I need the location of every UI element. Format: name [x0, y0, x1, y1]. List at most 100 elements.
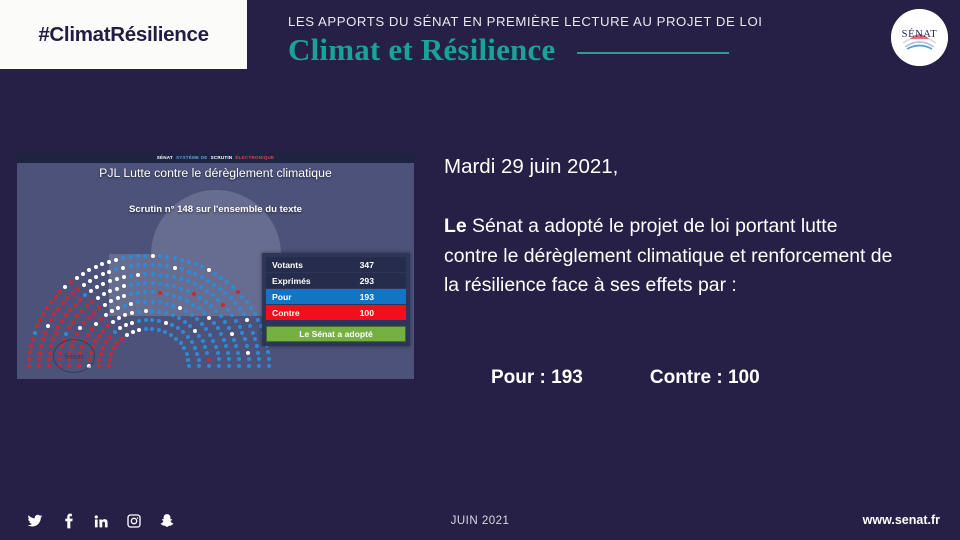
hemicycle-seat — [111, 346, 116, 351]
hemicycle-seat — [164, 301, 169, 306]
hemicycle-seat — [115, 341, 120, 346]
hemicycle-seat — [181, 330, 186, 335]
hemicycle-seat — [150, 318, 155, 323]
hemicycle-seat — [157, 300, 162, 305]
hemicycle-seat — [185, 334, 190, 339]
hemicycle-seat — [94, 275, 99, 280]
hemicycle-seat — [192, 345, 197, 350]
hemicycle-seat — [136, 300, 141, 305]
hemicycle-seat — [37, 350, 42, 355]
hemicycle-seat — [136, 272, 141, 277]
hemicycle-seat — [80, 271, 85, 276]
social-links[interactable] — [26, 512, 176, 530]
hemicycle-seat — [171, 303, 176, 308]
hemicycle-seat — [116, 306, 121, 311]
hemicycle-seat — [226, 307, 231, 312]
instagram-icon[interactable] — [125, 512, 143, 530]
hemicycle-seat — [87, 278, 92, 283]
header-titles: LES APPORTS DU SÉNAT EN PREMIÈRE LECTURE… — [288, 14, 888, 68]
hemicycle-seat — [223, 291, 228, 296]
hemicycle-seat — [244, 343, 249, 348]
hemicycle-seat — [49, 300, 54, 305]
hemicycle-seat — [107, 279, 112, 284]
hemicycle-seat — [186, 357, 191, 362]
hemicycle-seat — [59, 318, 64, 323]
hemicycle-seat — [165, 273, 170, 278]
hemicycle-seat — [128, 264, 133, 269]
hemicycle-seat — [109, 299, 114, 304]
hemicycle-seat — [60, 301, 65, 306]
hemicycle-seat — [97, 357, 102, 362]
hemicycle-seat — [257, 364, 261, 368]
hemicycle-seat — [129, 311, 134, 316]
hemicycle-seat — [233, 301, 238, 306]
hemicycle-seat — [102, 292, 106, 297]
hemicycle-seat — [237, 364, 241, 368]
hemicycle-seat — [75, 314, 80, 319]
hemicycle-seat — [77, 297, 82, 302]
hemicycle-seat — [143, 253, 148, 258]
hemicycle-seat — [137, 328, 142, 333]
hemicycle-seat — [267, 364, 271, 368]
hemicycle-seat — [27, 350, 32, 355]
snapchat-icon[interactable] — [158, 512, 176, 530]
hemicycle-seat — [206, 278, 211, 283]
hemicycle-seat — [157, 318, 162, 323]
hemicycle-seat — [30, 337, 35, 342]
hemicycle-seat — [227, 364, 231, 368]
page-title: Climat et Résilience — [288, 32, 556, 67]
hemicycle-seat — [35, 324, 40, 329]
hemicycle-seat — [108, 334, 113, 339]
senat-watermark: Sénat — [53, 339, 95, 373]
hemicycle-seat — [179, 276, 184, 281]
hemicycle-seat — [245, 350, 250, 355]
hemicycle-seat — [90, 299, 95, 304]
hemicycle-seat — [48, 318, 53, 323]
hemicycle-seat — [214, 309, 219, 314]
hemicycle-seat — [244, 300, 249, 305]
hemicycle-seat — [195, 351, 200, 356]
hemicycle-seat — [109, 309, 114, 314]
hemicycle-seat — [56, 324, 61, 329]
hemicycle-seat — [163, 320, 168, 325]
table-row: Votants 347 — [266, 257, 406, 272]
hemicycle-seat — [129, 292, 134, 297]
hemicycle-seat — [226, 357, 231, 362]
hemicycle-seat — [200, 265, 205, 270]
twitter-icon[interactable] — [26, 512, 44, 530]
topbar-scrutin: SCRUTIN — [210, 155, 233, 160]
hemicycle-seat — [44, 305, 49, 310]
hemicycle-seat — [157, 291, 162, 296]
hemicycle-seat — [93, 322, 98, 327]
hemicycle-seat — [230, 284, 235, 289]
hemicycle-seat — [189, 340, 194, 345]
hemicycle-seat — [45, 324, 50, 329]
hemicycle-seat — [179, 257, 184, 262]
hemicycle-seat — [215, 351, 220, 356]
hemicycle-seat — [135, 263, 140, 268]
hemicycle-seat — [228, 296, 233, 301]
hemicycle-seat — [266, 357, 271, 362]
footer-url[interactable]: www.senat.fr — [862, 513, 940, 527]
hemicycle-seat — [191, 302, 196, 307]
hemicycle-seat — [210, 293, 215, 298]
hemicycle-seat — [157, 281, 162, 286]
hemicycle-seat — [143, 262, 148, 267]
hemicycle-seat — [203, 345, 208, 350]
hemicycle-seat — [192, 292, 196, 297]
facebook-icon[interactable] — [59, 512, 77, 530]
row-label: Pour — [272, 291, 292, 302]
hemicycle-seat — [150, 290, 155, 295]
hemicycle-seat — [236, 357, 241, 362]
hemicycle-seat — [125, 333, 130, 338]
scrutin-screenshot: SÉNAT SYSTÈME DE SCRUTIN ÉLECTRONIQUE PJ… — [17, 152, 414, 379]
hemicycle-seat — [192, 282, 197, 287]
hemicycle-seat — [143, 299, 148, 304]
hemicycle-seat — [157, 309, 162, 314]
hemicycle-seat — [70, 319, 75, 324]
hemicycle-seat — [223, 319, 228, 324]
hemicycle-seat — [199, 275, 204, 280]
hemicycle-seat — [121, 274, 126, 279]
linkedin-icon[interactable] — [92, 512, 110, 530]
table-row-pour: Pour 193 — [266, 289, 406, 304]
